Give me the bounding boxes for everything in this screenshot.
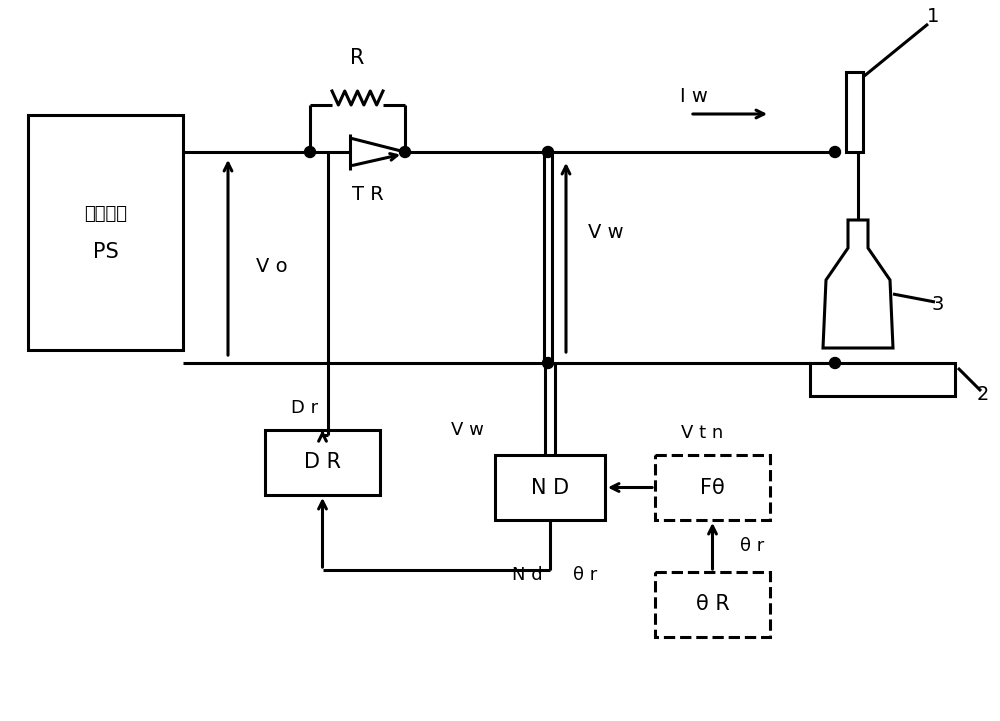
Circle shape	[400, 146, 411, 157]
Text: Fθ: Fθ	[700, 477, 725, 497]
Text: V t n: V t n	[681, 424, 724, 442]
Bar	[28, 115, 183, 350]
Text: 焊接电源: 焊接电源	[84, 205, 127, 224]
Text: D r: D r	[291, 399, 318, 417]
Bar	[265, 430, 380, 495]
Text: 2: 2	[977, 384, 989, 404]
Bar	[495, 455, 605, 520]
Text: R: R	[350, 48, 365, 68]
Text: 1: 1	[927, 7, 939, 27]
Text: θ r: θ r	[573, 566, 597, 584]
Circle shape	[542, 358, 554, 368]
Bar	[655, 572, 770, 637]
Circle shape	[830, 146, 840, 157]
Text: I w: I w	[680, 87, 708, 105]
Bar	[846, 72, 863, 152]
Text: N d: N d	[512, 566, 543, 584]
Text: D R: D R	[304, 453, 341, 472]
Circle shape	[542, 146, 554, 157]
Text: N D: N D	[531, 477, 569, 497]
Circle shape	[830, 358, 840, 368]
Text: PS: PS	[93, 242, 118, 262]
Circle shape	[304, 146, 316, 157]
Bar	[810, 363, 955, 396]
Text: 3: 3	[932, 294, 944, 314]
Text: V w: V w	[588, 223, 624, 242]
Text: V w: V w	[451, 421, 483, 439]
Polygon shape	[823, 220, 893, 348]
Text: V o: V o	[256, 257, 288, 276]
Text: T R: T R	[352, 185, 383, 203]
Bar	[655, 455, 770, 520]
Text: θ r: θ r	[740, 537, 765, 555]
Text: θ R: θ R	[696, 595, 729, 614]
